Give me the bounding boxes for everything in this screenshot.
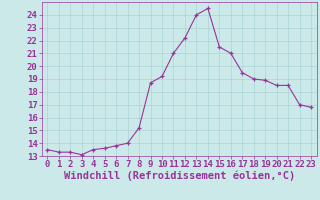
X-axis label: Windchill (Refroidissement éolien,°C): Windchill (Refroidissement éolien,°C) — [64, 171, 295, 181]
